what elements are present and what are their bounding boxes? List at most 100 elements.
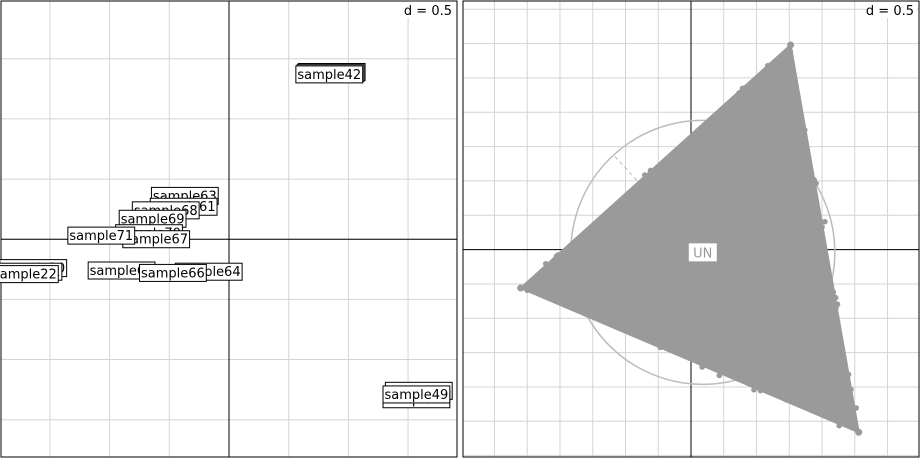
- sample-point: [786, 135, 792, 141]
- sample-point: [783, 184, 789, 190]
- sample-point: [736, 90, 742, 96]
- sample-point: [801, 330, 807, 336]
- sample-point: [789, 366, 795, 372]
- sample-point: [616, 309, 622, 315]
- sample-point: [825, 305, 831, 311]
- sample-point: [579, 261, 585, 267]
- sample-point: [813, 237, 819, 243]
- sample-point: [699, 364, 705, 370]
- sample-point: [788, 203, 794, 209]
- sample-point: [798, 223, 804, 229]
- sample-point: [838, 406, 844, 412]
- group-label-text: UN: [693, 246, 712, 261]
- sample-point: [787, 163, 793, 169]
- sample-point: [787, 173, 793, 179]
- sample-point: [647, 306, 653, 312]
- sample-point: [607, 299, 613, 305]
- sample-point: [777, 379, 783, 385]
- sample-point: [765, 63, 771, 69]
- sample-point: [640, 201, 646, 207]
- sample-point: [621, 293, 627, 299]
- point-label-text: sample66: [141, 266, 205, 281]
- sample-point: [780, 174, 786, 180]
- sample-point: [836, 423, 842, 429]
- sample-point: [784, 145, 790, 151]
- sample-point: [807, 279, 813, 285]
- sample-point: [775, 145, 781, 151]
- sample-point: [743, 114, 749, 120]
- sample-point: [543, 261, 549, 267]
- sample-point: [839, 388, 845, 394]
- sample-point: [739, 368, 745, 374]
- sample-point: [801, 371, 807, 377]
- sample-point: [774, 176, 780, 182]
- sample-point: [777, 166, 783, 172]
- sample-point: [629, 229, 635, 235]
- sample-point: [799, 128, 805, 134]
- sample-point: [735, 345, 741, 351]
- sample-point: [811, 222, 817, 228]
- sample-point: [659, 339, 665, 345]
- sample-point: [768, 162, 774, 168]
- sample-point: [582, 276, 588, 282]
- sample-point: [740, 351, 746, 357]
- sample-point: [648, 178, 654, 184]
- sample-point: [814, 367, 820, 373]
- sample-point: [604, 244, 610, 250]
- sample-point: [605, 224, 611, 230]
- sample-point: [848, 423, 854, 429]
- sample-point: [740, 85, 746, 91]
- sample-point: [826, 353, 832, 359]
- sample-point: [803, 402, 809, 408]
- sample-point: [747, 84, 753, 90]
- sample-point: [814, 360, 820, 366]
- sample-point: [793, 182, 799, 188]
- sample-point: [788, 57, 794, 63]
- sample-point: [810, 284, 816, 290]
- point-label-text: sample22: [0, 268, 57, 283]
- sample-point: [783, 237, 789, 243]
- sample-point: [561, 259, 567, 265]
- sample-point: [796, 400, 802, 406]
- sample-point: [781, 105, 787, 111]
- sample-point: [550, 282, 556, 288]
- sample-point: [560, 266, 566, 272]
- sample-point: [573, 273, 579, 279]
- sample-point: [790, 143, 796, 149]
- sample-point: [831, 414, 837, 420]
- sample-point: [790, 80, 796, 86]
- sample-point: [617, 322, 623, 328]
- sample-point: [830, 349, 836, 355]
- sample-point: [589, 236, 595, 242]
- sample-point: [736, 114, 742, 120]
- sample-point: [788, 49, 794, 55]
- sample-point: [615, 291, 621, 297]
- sample-point: [788, 217, 794, 223]
- sample-point: [691, 322, 697, 328]
- sample-point: [597, 279, 603, 285]
- sample-point: [600, 251, 606, 257]
- sample-point: [782, 211, 788, 217]
- sample-point: [590, 302, 596, 308]
- sample-point: [631, 208, 637, 214]
- sample-point: [819, 224, 825, 230]
- sample-point: [574, 253, 580, 259]
- sample-point: [752, 100, 758, 106]
- sample-point: [825, 289, 831, 295]
- point-label: sample71: [68, 227, 135, 244]
- sample-point: [540, 288, 546, 294]
- sample-point: [723, 111, 729, 117]
- sample-point: [644, 323, 650, 329]
- sample-point: [627, 201, 633, 207]
- sample-point: [804, 335, 810, 341]
- sample-point: [694, 167, 700, 173]
- group-label: UN: [689, 243, 717, 261]
- sample-point: [581, 285, 587, 291]
- sample-point: [774, 126, 780, 132]
- sample-point: [782, 53, 788, 59]
- sample-point: [825, 319, 831, 325]
- sample-point: [684, 155, 690, 161]
- sample-point: [825, 410, 831, 416]
- sample-point: [765, 357, 771, 363]
- sample-point: [848, 387, 854, 393]
